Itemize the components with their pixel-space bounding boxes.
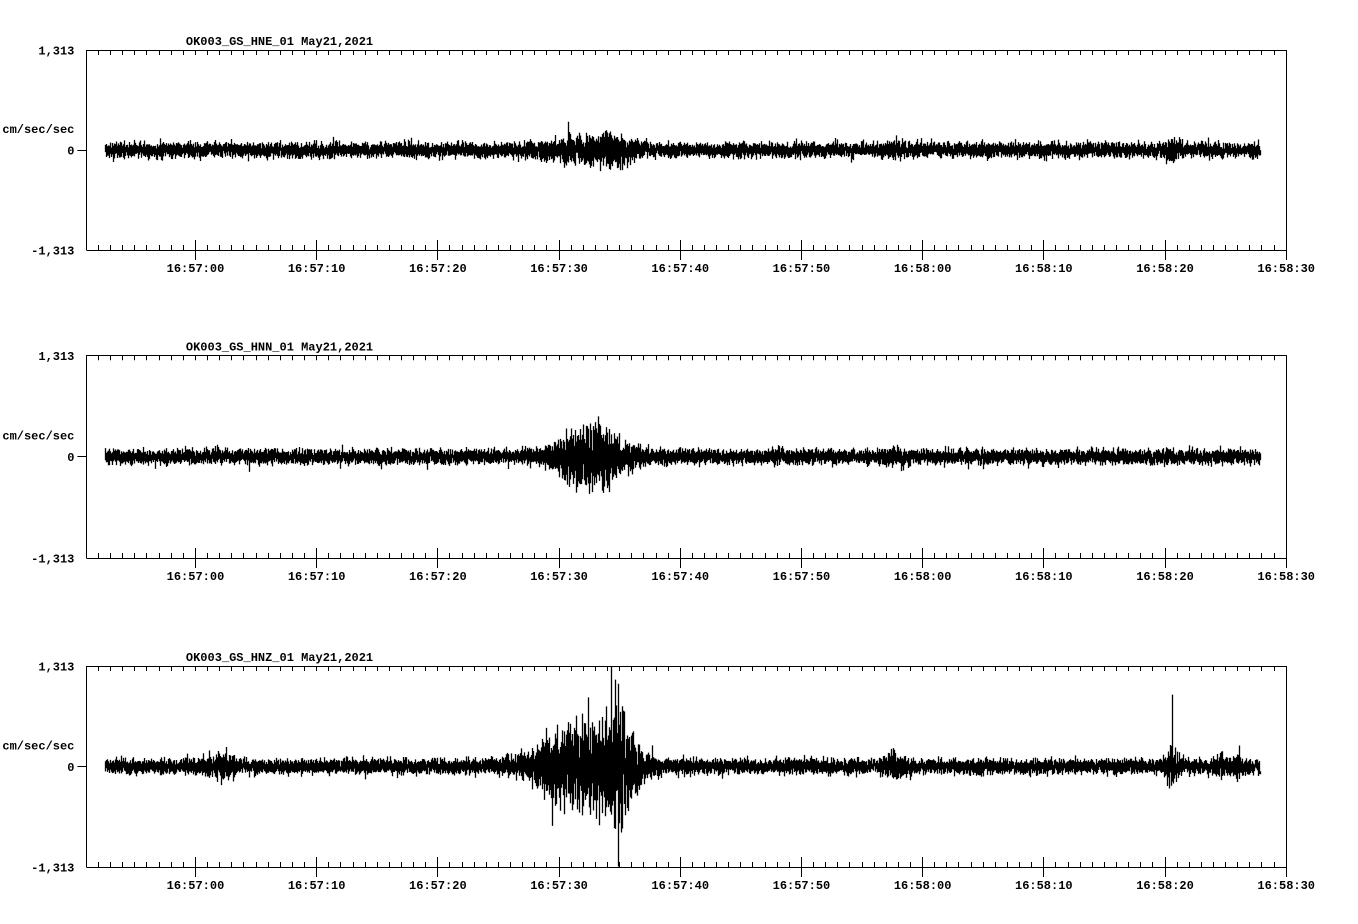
svg-text:OK003_GS_HNE_01 May21,2021: OK003_GS_HNE_01 May21,2021	[186, 35, 373, 49]
svg-text:-1,313: -1,313	[31, 245, 74, 259]
svg-text:16:57:10: 16:57:10	[288, 570, 346, 584]
svg-text:cm/sec/sec: cm/sec/sec	[2, 740, 74, 754]
svg-text:16:58:00: 16:58:00	[894, 262, 952, 276]
svg-text:16:57:40: 16:57:40	[651, 570, 709, 584]
svg-text:cm/sec/sec: cm/sec/sec	[2, 430, 74, 444]
svg-text:16:58:20: 16:58:20	[1136, 570, 1194, 584]
svg-text:16:58:00: 16:58:00	[894, 879, 952, 893]
svg-text:16:57:40: 16:57:40	[651, 262, 709, 276]
svg-text:16:58:30: 16:58:30	[1257, 570, 1315, 584]
svg-text:16:58:10: 16:58:10	[1015, 570, 1073, 584]
svg-text:16:57:30: 16:57:30	[530, 570, 588, 584]
svg-text:16:58:30: 16:58:30	[1257, 879, 1315, 893]
svg-text:1,313: 1,313	[38, 350, 74, 364]
svg-text:0: 0	[67, 761, 74, 775]
svg-text:16:57:50: 16:57:50	[773, 570, 831, 584]
svg-text:cm/sec/sec: cm/sec/sec	[2, 123, 74, 137]
svg-text:16:57:10: 16:57:10	[288, 262, 346, 276]
svg-text:16:58:00: 16:58:00	[894, 570, 952, 584]
svg-text:-1,313: -1,313	[31, 862, 74, 876]
svg-text:16:57:00: 16:57:00	[167, 879, 225, 893]
svg-text:16:58:30: 16:58:30	[1257, 262, 1315, 276]
svg-text:0: 0	[67, 145, 74, 159]
svg-text:16:57:20: 16:57:20	[409, 570, 467, 584]
svg-text:16:57:30: 16:57:30	[530, 262, 588, 276]
svg-text:16:58:20: 16:58:20	[1136, 879, 1194, 893]
svg-text:16:57:30: 16:57:30	[530, 879, 588, 893]
svg-text:16:57:50: 16:57:50	[773, 262, 831, 276]
svg-text:16:57:00: 16:57:00	[167, 262, 225, 276]
svg-text:16:58:10: 16:58:10	[1015, 879, 1073, 893]
svg-text:OK003_GS_HNN_01 May21,2021: OK003_GS_HNN_01 May21,2021	[186, 340, 373, 354]
svg-text:OK003_GS_HNZ_01 May21,2021: OK003_GS_HNZ_01 May21,2021	[186, 651, 373, 665]
svg-text:16:57:00: 16:57:00	[167, 570, 225, 584]
svg-text:16:57:20: 16:57:20	[409, 879, 467, 893]
svg-text:0: 0	[67, 451, 74, 465]
svg-text:16:58:20: 16:58:20	[1136, 262, 1194, 276]
svg-text:1,313: 1,313	[38, 661, 74, 675]
svg-text:16:58:10: 16:58:10	[1015, 262, 1073, 276]
svg-text:16:57:50: 16:57:50	[773, 879, 831, 893]
svg-text:16:57:20: 16:57:20	[409, 262, 467, 276]
svg-text:-1,313: -1,313	[31, 553, 74, 567]
svg-text:1,313: 1,313	[38, 45, 74, 59]
svg-text:16:57:10: 16:57:10	[288, 879, 346, 893]
svg-text:16:57:40: 16:57:40	[651, 879, 709, 893]
